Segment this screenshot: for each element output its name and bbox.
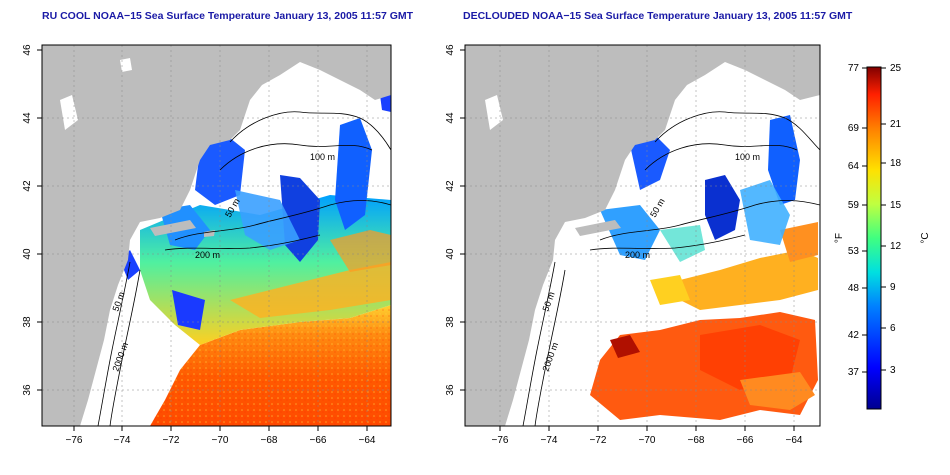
bathymetry-contours — [97, 111, 391, 426]
lon-tick-label: −74 — [541, 435, 558, 446]
cold-water-patch — [630, 130, 670, 190]
lat-tick-label: 36 — [445, 384, 456, 396]
colorbar-c-tick: 15 — [890, 200, 902, 211]
colorbar-f-tick: 53 — [848, 246, 860, 257]
colorbar-gradient — [866, 66, 882, 410]
lat-tick-label: 46 — [445, 44, 456, 56]
lon-tick-label: −72 — [590, 435, 607, 446]
contour-label: 200 m — [625, 250, 650, 260]
lat-tick-label: 38 — [445, 316, 456, 328]
lat-tick-label: 44 — [445, 112, 456, 124]
colorbar-c-tick: 9 — [890, 282, 896, 293]
lat-tick-label: 40 — [22, 248, 33, 260]
colorbar-c-tick: 21 — [890, 119, 902, 130]
colorbar-f-tick: 64 — [848, 161, 860, 172]
land-mass — [465, 45, 820, 426]
panel-right-map: 100 m 50 m 200 m 50 m 2000 m −76 −74 −72… — [445, 44, 821, 446]
lat-tick-label: 42 — [445, 180, 456, 192]
panel-left-frame — [41, 44, 392, 427]
lon-tick-label: −70 — [639, 435, 656, 446]
lon-tick-label: −74 — [114, 435, 131, 446]
lon-tick-label: −64 — [359, 435, 376, 446]
contour-label: 100 m — [310, 152, 335, 162]
lat-tick-label: 42 — [22, 180, 33, 192]
cold-water-patch — [740, 180, 790, 245]
lon-tick-label: −68 — [261, 435, 278, 446]
lon-tick-label: −76 — [66, 435, 83, 446]
land-mass — [42, 45, 391, 426]
lat-tick-label: 44 — [22, 112, 33, 124]
panel-right-title: DECLOUDED NOAA−15 Sea Surface Temperatur… — [463, 10, 853, 22]
colorbar-f-tick: 42 — [848, 330, 860, 341]
lon-tick-label: −64 — [786, 435, 803, 446]
colorbar-f-tick: 69 — [848, 123, 860, 134]
graticule — [42, 45, 391, 426]
colorbar-c-tick: 6 — [890, 323, 896, 334]
colorbar-unit-f: °F — [834, 233, 845, 243]
lon-tick-label: −66 — [737, 435, 754, 446]
colorbar-c-tick: 12 — [890, 241, 902, 252]
colorbar-f-tick: 77 — [848, 63, 860, 74]
lon-tick-label: −70 — [212, 435, 229, 446]
lon-tick-label: −66 — [310, 435, 327, 446]
lon-tick-label: −76 — [492, 435, 509, 446]
lon-tick-label: −68 — [688, 435, 705, 446]
panel-left-title: RU COOL NOAA−15 Sea Surface Temperature … — [42, 10, 414, 22]
colorbar-c-tick: 18 — [890, 158, 902, 169]
transition-water-region — [680, 250, 818, 310]
colorbar: 77 69 64 59 53 48 42 37 25 21 18 15 12 9… — [834, 63, 931, 410]
contour-label: 100 m — [735, 152, 760, 162]
lon-tick-label: −72 — [163, 435, 180, 446]
lat-tick-label: 40 — [445, 248, 456, 260]
contour-label: 200 m — [195, 250, 220, 260]
colorbar-f-tick: 37 — [848, 367, 860, 378]
panel-left-map: 100 m 50 m 200 m 50 m 2000 m −76 −74 −72… — [22, 44, 392, 446]
cold-water-patch — [235, 190, 300, 250]
cold-water-patch — [705, 175, 740, 240]
panel-right-frame — [464, 44, 821, 427]
lat-tick-label: 38 — [22, 316, 33, 328]
cold-water-patch — [768, 115, 800, 205]
graticule — [465, 45, 820, 426]
lat-tick-label: 36 — [22, 384, 33, 396]
bathymetry-contours — [522, 111, 820, 426]
colorbar-f-tick: 48 — [848, 283, 860, 294]
lat-tick-label: 46 — [22, 44, 33, 56]
colorbar-unit-c: °C — [920, 232, 931, 243]
colorbar-c-tick: 25 — [890, 63, 902, 74]
colorbar-f-tick: 59 — [848, 200, 860, 211]
colorbar-c-tick: 3 — [890, 365, 896, 376]
